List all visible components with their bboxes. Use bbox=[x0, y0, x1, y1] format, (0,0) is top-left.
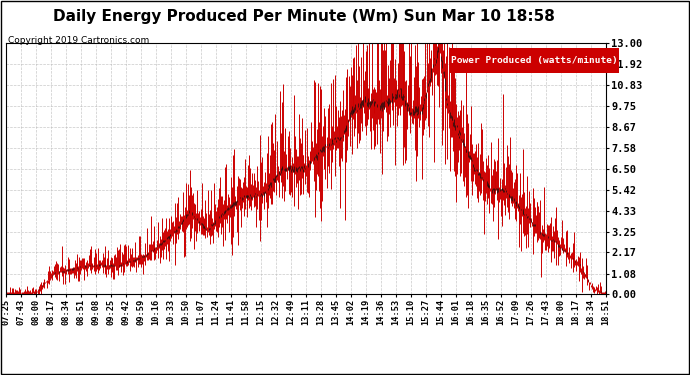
Text: Daily Energy Produced Per Minute (Wm) Sun Mar 10 18:58: Daily Energy Produced Per Minute (Wm) Su… bbox=[52, 9, 555, 24]
Text: Power Produced (watts/minute): Power Produced (watts/minute) bbox=[451, 56, 618, 65]
Text: Copyright 2019 Cartronics.com: Copyright 2019 Cartronics.com bbox=[8, 36, 150, 45]
